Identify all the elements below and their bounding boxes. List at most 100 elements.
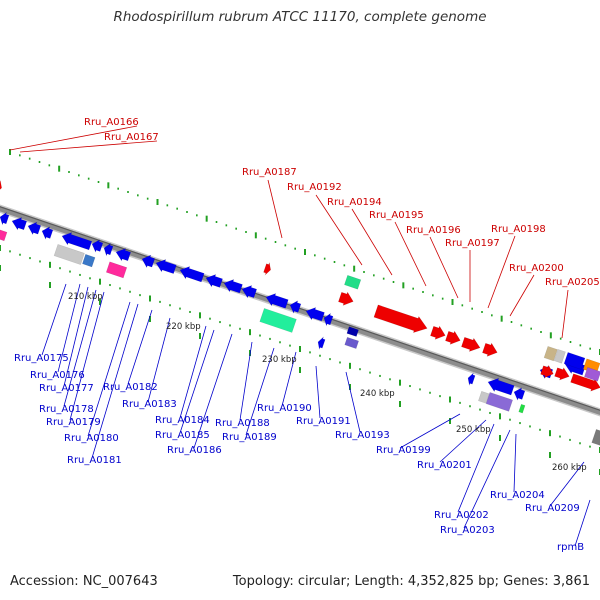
gene-arrow[interactable] <box>114 246 132 263</box>
forward-gene-label[interactable]: Rru_A0196 <box>406 225 461 236</box>
gene-box[interactable] <box>485 391 513 412</box>
gene-arrow[interactable] <box>322 312 334 327</box>
gene-arrow[interactable] <box>316 336 326 351</box>
gene-box[interactable] <box>563 351 586 370</box>
reverse-gene-label[interactable]: Rru_A0178 <box>39 404 94 415</box>
forward-gene-label[interactable]: Rru_A0205 <box>545 277 600 288</box>
reverse-gene-label[interactable]: Rru_A0188 <box>215 418 270 429</box>
gene-box[interactable] <box>344 336 359 349</box>
reverse-gene-label[interactable]: Rru_A0175 <box>14 353 69 364</box>
gene-arrow[interactable] <box>430 324 448 342</box>
gene-box[interactable] <box>478 390 490 404</box>
gene-arrow[interactable] <box>26 220 42 236</box>
reverse-gene-label[interactable]: Rru_A0182 <box>103 382 158 393</box>
forward-gene-label[interactable]: Rru_A0200 <box>509 263 564 274</box>
gene-arrow[interactable] <box>373 303 430 336</box>
gene-arrow[interactable] <box>10 215 28 232</box>
accession-text: Accession: NC_007643 <box>10 574 158 589</box>
gene-arrow[interactable] <box>40 225 54 241</box>
gene-arrow[interactable] <box>60 230 93 252</box>
reverse-gene-label[interactable]: Rru_A0185 <box>155 430 210 441</box>
reverse-gene-label[interactable]: Rru_A0177 <box>39 383 94 394</box>
gene-arrow[interactable] <box>263 261 273 276</box>
scale-label: 210 kbp <box>68 292 103 302</box>
gene-box[interactable] <box>518 403 526 414</box>
gene-arrow[interactable] <box>178 264 205 284</box>
forward-gene-label[interactable]: Rru_A0166 <box>84 117 139 128</box>
gene-box[interactable] <box>584 366 600 382</box>
label-leader-line <box>9 125 138 151</box>
gene-arrow[interactable] <box>466 372 476 387</box>
label-leader-line <box>351 208 393 276</box>
gene-arrow[interactable] <box>140 253 156 269</box>
gene-arrow[interactable] <box>482 341 500 359</box>
reverse-gene-label[interactable]: Rru_A0193 <box>335 430 390 441</box>
reverse-gene-label[interactable]: Rru_A0176 <box>30 370 85 381</box>
gene-arrow[interactable] <box>554 366 571 383</box>
gene-arrow[interactable] <box>90 238 104 254</box>
gene-arrow[interactable] <box>0 211 10 226</box>
reverse-gene-label[interactable]: Rru_A0180 <box>64 433 119 444</box>
label-leader-line <box>19 140 158 153</box>
gene-arrow[interactable] <box>540 364 556 380</box>
gene-arrow[interactable] <box>570 372 600 394</box>
gene-box[interactable] <box>553 348 566 364</box>
gene-arrow[interactable] <box>222 277 243 295</box>
label-leader-line <box>179 329 215 434</box>
reverse-gene-label[interactable]: Rru_A0186 <box>167 445 222 456</box>
label-leader-line <box>429 236 459 299</box>
gene-arrow[interactable] <box>288 299 302 315</box>
label-leader-line <box>91 303 139 459</box>
gene-arrow[interactable] <box>461 335 483 354</box>
gene-arrow[interactable] <box>512 386 526 402</box>
gene-box[interactable] <box>344 274 362 290</box>
reverse-gene-label[interactable]: Rru_A0201 <box>417 460 472 471</box>
reverse-gene-label[interactable]: Rru_A0181 <box>67 455 122 466</box>
forward-gene-label[interactable]: Rru_A0187 <box>242 167 297 178</box>
forward-gene-label[interactable]: Rru_A0167 <box>104 132 159 143</box>
reverse-gene-label[interactable]: Rru_A0183 <box>122 399 177 410</box>
label-leader-line <box>574 499 591 547</box>
label-leader-line <box>245 347 275 436</box>
forward-gene-label[interactable]: Rru_A0194 <box>327 197 382 208</box>
gene-box[interactable] <box>0 229 8 242</box>
gene-arrow[interactable] <box>240 283 258 300</box>
reverse-gene-label[interactable]: Rru_A0203 <box>440 525 495 536</box>
label-leader-line <box>267 179 283 239</box>
reverse-gene-label[interactable]: Rru_A0209 <box>525 503 580 514</box>
reverse-gene-label[interactable]: Rru_A0179 <box>46 417 101 428</box>
reverse-gene-label[interactable]: Rru_A0191 <box>296 416 351 427</box>
reverse-gene-label[interactable]: Rru_A0199 <box>376 445 431 456</box>
gene-arrow[interactable] <box>204 272 223 289</box>
gene-box[interactable] <box>105 261 128 279</box>
gene-arrow[interactable] <box>304 305 325 323</box>
gene-box[interactable] <box>346 326 359 337</box>
gene-box[interactable] <box>543 345 558 362</box>
gene-arrow[interactable] <box>338 290 356 308</box>
reverse-gene-label[interactable]: Rru_A0204 <box>490 490 545 501</box>
gene-box[interactable] <box>259 308 297 333</box>
reverse-gene-label[interactable]: rpmB <box>557 542 584 553</box>
label-leader-line <box>63 289 97 407</box>
reverse-gene-label[interactable]: Rru_A0184 <box>155 415 210 426</box>
label-leader-line <box>457 423 495 513</box>
forward-gene-label[interactable]: Rru_A0197 <box>445 238 500 249</box>
gene-box[interactable] <box>591 429 600 447</box>
scale-label: 230 kbp <box>262 355 297 365</box>
forward-gene-label[interactable]: Rru_A0195 <box>369 210 424 221</box>
reverse-gene-label[interactable]: Rru_A0189 <box>222 432 277 443</box>
label-leader-line <box>63 286 89 387</box>
gene-arrow[interactable] <box>0 179 4 194</box>
gene-arrow[interactable] <box>486 375 515 397</box>
gene-box[interactable] <box>53 243 85 265</box>
reverse-gene-label[interactable]: Rru_A0190 <box>257 403 312 414</box>
gene-box[interactable] <box>82 253 96 268</box>
gene-arrow[interactable] <box>445 329 463 347</box>
gene-arrow[interactable] <box>102 242 114 257</box>
gene-arrow[interactable] <box>154 257 177 276</box>
gene-arrow[interactable] <box>264 291 289 310</box>
reverse-gene-label[interactable]: Rru_A0202 <box>434 510 489 521</box>
forward-gene-label[interactable]: Rru_A0198 <box>491 224 546 235</box>
forward-gene-label[interactable]: Rru_A0192 <box>287 182 342 193</box>
